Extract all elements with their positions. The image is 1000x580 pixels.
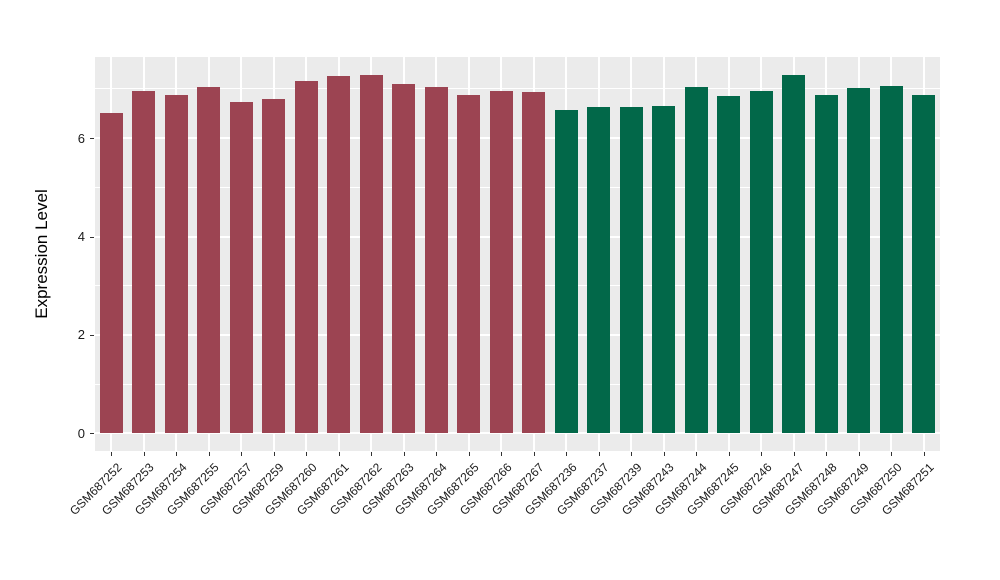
horizontal-major-gridline <box>95 235 940 238</box>
bar-GSM687246 <box>749 90 773 434</box>
x-tick-mark <box>566 452 568 456</box>
x-tick-mark <box>858 452 860 456</box>
y-tick-mark <box>90 433 94 435</box>
bar-GSM687266 <box>489 90 513 434</box>
bar-GSM687239 <box>619 106 643 434</box>
x-tick-mark <box>501 452 503 456</box>
bar-GSM687247 <box>782 74 806 434</box>
horizontal-minor-gridline <box>95 285 940 287</box>
horizontal-minor-gridline <box>95 186 940 188</box>
bar-GSM687254 <box>164 95 188 434</box>
panel-background <box>95 57 940 451</box>
x-tick-mark <box>371 452 373 456</box>
bar-GSM687249 <box>847 87 871 434</box>
x-tick-mark <box>761 452 763 456</box>
bar-GSM687245 <box>717 95 741 434</box>
x-tick-mark <box>728 452 730 456</box>
y-axis-title-text: Expression Level <box>32 189 51 319</box>
bar-GSM687237 <box>587 106 611 434</box>
y-tick-mark <box>90 334 94 336</box>
bar-GSM687252 <box>99 112 123 434</box>
x-tick-mark <box>598 452 600 456</box>
bar-GSM687248 <box>814 95 838 434</box>
bar-GSM687244 <box>684 87 708 434</box>
x-tick-mark <box>436 452 438 456</box>
x-tick-mark <box>826 452 828 456</box>
horizontal-major-gridline <box>95 137 940 140</box>
bar-GSM687264 <box>424 87 448 434</box>
bar-GSM687260 <box>294 81 318 434</box>
bar-GSM687265 <box>457 95 481 434</box>
x-tick-mark <box>468 452 470 456</box>
x-tick-mark <box>143 452 145 456</box>
x-tick-mark <box>923 452 925 456</box>
x-tick-mark <box>793 452 795 456</box>
y-tick-label: 4 <box>77 229 85 245</box>
x-tick-mark <box>208 452 210 456</box>
y-tick-label: 2 <box>77 327 85 343</box>
x-tick-mark <box>273 452 275 456</box>
x-tick-mark <box>111 452 113 456</box>
x-tick-mark <box>663 452 665 456</box>
x-tick-mark <box>338 452 340 456</box>
y-tick-mark <box>90 236 94 238</box>
x-tick-mark <box>696 452 698 456</box>
bar-GSM687267 <box>522 92 546 434</box>
bar-GSM687243 <box>652 105 676 434</box>
bar-GSM687261 <box>327 76 351 434</box>
y-tick-label: 6 <box>77 130 85 146</box>
x-tick-mark <box>403 452 405 456</box>
bar-GSM687236 <box>554 110 578 434</box>
x-tick-mark <box>631 452 633 456</box>
bar-GSM687253 <box>132 91 156 434</box>
y-tick-label: 0 <box>77 425 85 441</box>
plot-panel <box>95 57 940 451</box>
bar-GSM687263 <box>392 84 416 434</box>
horizontal-major-gridline <box>95 333 940 336</box>
bar-GSM687257 <box>229 101 253 434</box>
bar-GSM687251 <box>912 94 936 434</box>
x-tick-mark <box>176 452 178 456</box>
x-tick-mark <box>533 452 535 456</box>
x-tick-mark <box>891 452 893 456</box>
x-tick-mark <box>241 452 243 456</box>
bar-GSM687250 <box>879 85 903 434</box>
bar-GSM687259 <box>262 99 286 434</box>
bar-GSM687255 <box>197 87 221 434</box>
horizontal-minor-gridline <box>95 383 940 385</box>
y-tick-mark <box>90 138 94 140</box>
horizontal-minor-gridline <box>95 88 940 90</box>
bar-GSM687262 <box>359 74 383 434</box>
horizontal-major-gridline <box>95 432 940 435</box>
x-tick-mark <box>306 452 308 456</box>
